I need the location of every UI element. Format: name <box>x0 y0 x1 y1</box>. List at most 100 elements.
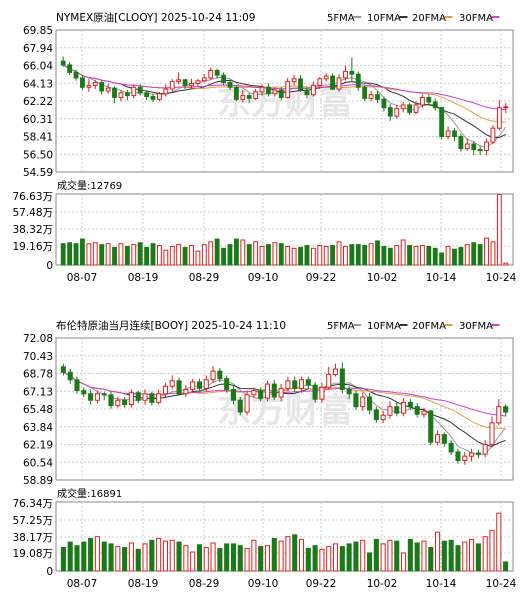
volume-label: 成交量:12769 <box>57 179 122 192</box>
candle <box>195 78 201 87</box>
legend-label: 10FMA <box>367 13 401 24</box>
volume-tick-label: 57.25万 <box>12 515 53 527</box>
volume-bar <box>432 247 438 266</box>
candle-body <box>413 104 419 113</box>
candle-body <box>441 434 447 444</box>
candle <box>346 386 352 400</box>
price-tick-label: 63.84 <box>23 422 53 434</box>
candle <box>169 78 175 93</box>
price-tick-label: 60.31 <box>23 114 53 126</box>
candle <box>271 379 277 401</box>
candle-body <box>373 409 379 421</box>
volume-bar <box>441 540 447 572</box>
price-tick-label: 54.59 <box>23 167 53 179</box>
volume-tick-label: 38.32万 <box>12 224 53 236</box>
candle-body <box>343 70 348 79</box>
candle <box>475 449 481 459</box>
volume-bar <box>298 246 303 266</box>
candle <box>67 62 73 76</box>
volume-bar <box>196 544 203 572</box>
volume-bar <box>244 547 250 572</box>
volume-bar <box>67 242 73 266</box>
candle-body <box>381 98 387 109</box>
candle <box>183 385 189 397</box>
candle <box>285 376 291 392</box>
volume-bar <box>237 545 243 572</box>
x-tick-label: 08-07 <box>67 272 98 284</box>
x-tick-label: 08-19 <box>128 578 159 590</box>
volume-bar <box>475 543 481 572</box>
volume-bar <box>251 539 257 572</box>
candle-body <box>196 381 203 389</box>
volume-bar <box>176 244 182 266</box>
price-tick-label: 58.89 <box>23 475 53 487</box>
volume-tick-label: 0 <box>46 260 53 272</box>
volume-bar <box>319 548 325 572</box>
volume-bar <box>80 238 85 266</box>
candle-body <box>421 410 427 415</box>
candle <box>162 383 168 397</box>
volume-bar <box>99 244 105 266</box>
candle <box>246 92 252 104</box>
volume-label: 成交量:16891 <box>57 487 122 500</box>
candle-body <box>156 393 162 403</box>
candle-body <box>73 71 79 79</box>
candle-body <box>332 368 339 375</box>
candle-body <box>156 93 162 100</box>
x-tick-label: 09-10 <box>248 272 279 284</box>
legend-label: 30FMA <box>459 13 493 24</box>
candle <box>368 90 374 102</box>
candle-body <box>118 92 124 98</box>
candle <box>258 387 264 402</box>
candle <box>105 83 111 94</box>
candle <box>176 72 182 85</box>
volume-tick-label: 19.16万 <box>12 241 53 253</box>
volume-bar <box>201 244 207 266</box>
candle-body <box>469 452 475 457</box>
volume-bar <box>150 243 156 266</box>
candle-body <box>445 130 451 138</box>
candle-body <box>240 95 246 100</box>
candle <box>421 407 427 418</box>
volume-bar <box>128 542 134 572</box>
volume-bar <box>349 244 355 266</box>
x-tick-label: 08-29 <box>189 272 220 284</box>
candle-body <box>105 87 111 92</box>
volume-bar <box>439 252 445 266</box>
candle <box>128 389 134 408</box>
candle-body <box>490 127 496 143</box>
candle <box>144 90 150 101</box>
legend-label: 20FMA <box>412 321 446 332</box>
price-tick-label: 66.04 <box>23 61 53 73</box>
candle-body <box>496 406 502 424</box>
candle-body <box>503 106 509 109</box>
candle-body <box>92 82 98 86</box>
candle-body <box>88 393 94 401</box>
chart-panel-2: 布伦特原油当月连续[BOOY] 2025-10-24 11:10 5FMA 10FM… <box>12 319 516 590</box>
candle <box>482 440 488 458</box>
candle-body <box>221 74 226 84</box>
price-tick-label: 62.22 <box>23 96 53 108</box>
volume-bar <box>258 546 264 572</box>
candle-body <box>339 368 345 390</box>
candle <box>394 104 400 119</box>
candle <box>99 80 105 95</box>
legend-label: 5FMA <box>327 321 355 332</box>
candle <box>278 87 284 101</box>
legend-item: 5FMA <box>327 13 362 24</box>
volume-bar <box>401 552 407 572</box>
volume-bar <box>124 245 130 266</box>
price-tick-label: 62.19 <box>23 440 53 452</box>
volume-bar <box>227 244 233 266</box>
volume-bar <box>407 245 413 266</box>
volume-bar <box>176 541 182 572</box>
candle-body <box>195 80 201 85</box>
candle <box>439 106 445 140</box>
volume-tick-label: 38.17万 <box>12 532 53 544</box>
volume-bar <box>240 239 246 266</box>
volume-bar <box>419 245 425 266</box>
candle <box>496 100 502 131</box>
volume-bar <box>169 245 175 266</box>
candle-body <box>304 89 310 96</box>
candle <box>112 86 117 104</box>
